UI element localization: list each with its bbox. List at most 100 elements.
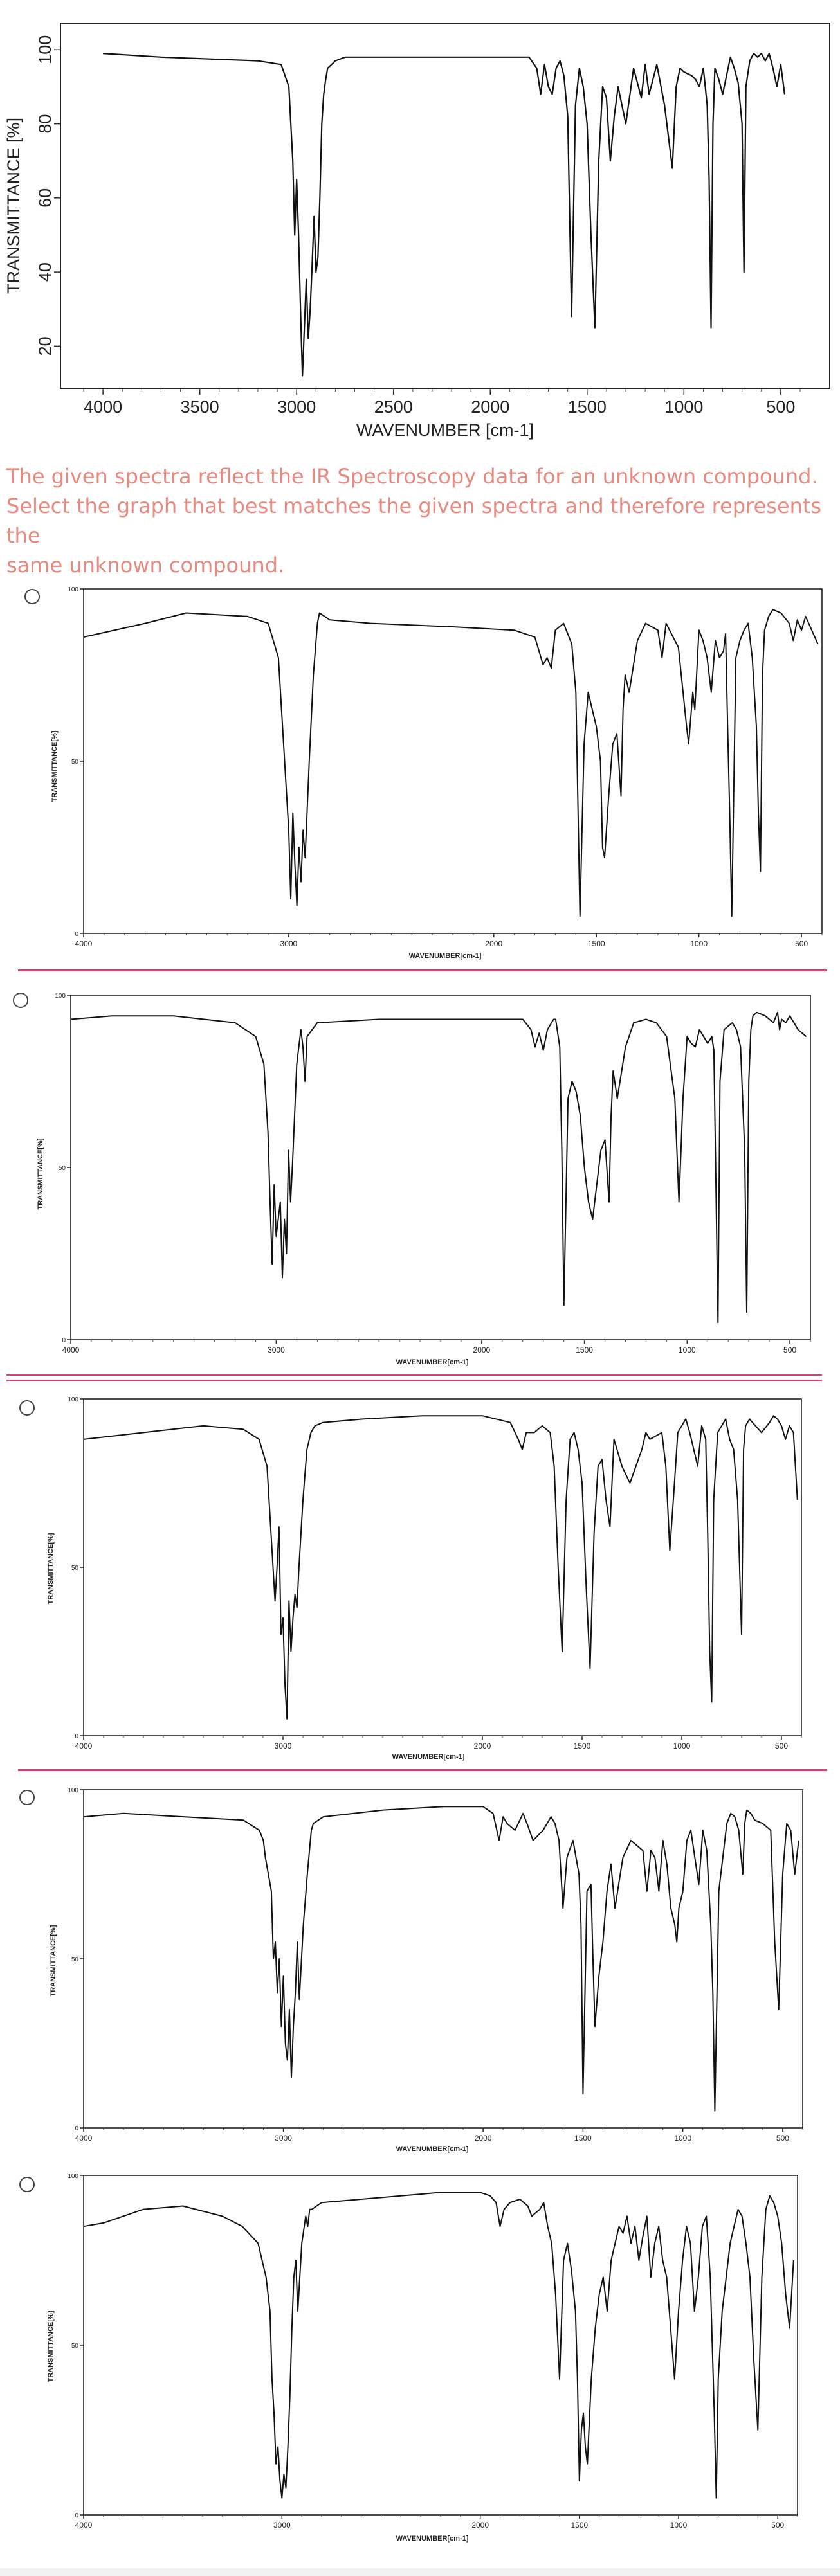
x-tick-label: 2000 [474,1742,491,1751]
y-tick-label: 100 [68,1787,78,1794]
y-tick-label: 50 [71,1565,79,1572]
x-tick-label: 4000 [62,1346,80,1355]
x-ticks: 4000 3500 3000 2500 2000 1500 1000 500 [83,388,801,417]
y-tick-label: 60 [35,188,55,208]
spectrum-line [70,1011,807,1324]
y-axis-label: TRANSMITTANCE[%] [51,730,59,802]
question-text: The given spectra reflect the IR Spectro… [6,462,836,580]
given-spectrum-chart: 4000 3500 3000 2500 2000 1500 1000 500 20 40 60 80… [4,23,830,440]
x-axis-label: WAVENUMBER [cm-1] [356,420,534,440]
x-tick-label: 1000 [673,1742,691,1751]
option-2-chart: 4000 3000 2000 1500 1000 500 0 50 100 WAVENUMBE… [37,993,811,1366]
y-ticks: 0 50 100 [68,1787,84,2132]
option-1-chart: 4000 3000 2000 1500 1000 500 0 50 100 WAVENUMBE… [51,586,823,960]
x-tick-label: 2000 [475,2134,492,2143]
x-tick-label: 2000 [473,1346,491,1355]
x-tick-label: 1000 [664,397,703,417]
y-tick-label: 40 [35,262,55,282]
y-tick-label: 0 [62,1337,66,1344]
x-tick-label: 500 [776,2134,789,2143]
spectrum-line [83,2192,794,2499]
question-line-1: The given spectra reflect the IR Spectro… [6,464,818,489]
y-tick-label: 50 [71,1956,79,1963]
spectrum-line [83,609,819,917]
plot-frame [60,23,830,389]
x-axis-label: WAVENUMBER[cm-1] [396,2535,469,2543]
option-separator [18,1769,827,1771]
spectrum-line [83,1806,799,2112]
option-separator [6,1374,822,1376]
x-tick-label: 2500 [374,397,413,417]
x-ticks: 4000 3000 2000 1500 1000 500 [75,933,823,948]
x-ticks: 4000 3000 2000 1500 1000 500 [62,1340,811,1355]
spectrum-line [83,1415,798,1720]
x-tick-label: 3000 [280,939,298,948]
y-tick-label: 50 [59,1165,66,1172]
y-axis-label: TRANSMITTANCE[%] [47,1533,55,1604]
x-tick-label: 2000 [471,2521,489,2530]
x-axis-label: WAVENUMBER[cm-1] [409,952,482,960]
y-ticks: 0 50 100 [68,586,84,938]
x-tick-label: 3000 [277,397,316,417]
option-2-radio[interactable] [13,993,28,1008]
x-tick-label: 500 [766,397,795,417]
page-footer-bar [0,2568,840,2576]
option-separator [18,969,827,971]
y-tick-label: 100 [35,35,55,64]
y-tick-label: 0 [75,931,78,938]
x-tick-label: 2000 [471,397,509,417]
x-ticks: 4000 3000 2000 1500 1000 500 [75,1736,802,1751]
x-tick-label: 4000 [75,2134,93,2143]
option-4-chart: 4000 3000 2000 1500 1000 500 0 50 100 WAVENUMBE… [50,1787,803,2153]
option-4-radio[interactable] [19,1790,35,1805]
y-tick-label: 50 [71,759,79,766]
x-tick-label: 4000 [84,397,122,417]
y-tick-label: 100 [55,993,66,1000]
x-tick-label: 1500 [571,2521,588,2530]
y-axis-label: TRANSMITTANCE[%] [47,2310,55,2382]
x-tick-label: 4000 [75,939,93,948]
y-ticks: 0 50 100 [68,2173,84,2519]
y-tick-label: 100 [68,586,78,593]
x-tick-label: 4000 [75,1742,93,1751]
y-ticks: 0 50 100 [55,993,71,1344]
y-axis-label: TRANSMITTANCE [%] [4,118,23,294]
y-axis-label: TRANSMITTANCE[%] [37,1138,44,1209]
x-ticks: 4000 3000 2000 1500 1000 500 [75,2128,803,2143]
x-ticks: 4000 3000 2000 1500 1000 500 [75,2515,798,2530]
x-tick-label: 3000 [275,1742,292,1751]
plot-frame [83,2175,798,2516]
x-tick-label: 3500 [181,397,219,417]
x-axis-label: WAVENUMBER[cm-1] [392,1753,465,1761]
y-tick-label: 0 [75,1733,78,1740]
x-axis-label: WAVENUMBER[cm-1] [396,1358,469,1366]
y-ticks: 20 40 60 80 100 [35,35,60,356]
x-tick-label: 3000 [273,2521,291,2530]
x-tick-label: 2000 [485,939,502,948]
y-tick-label: 0 [75,2125,78,2132]
x-tick-label: 3000 [275,2134,292,2143]
x-tick-label: 1500 [588,939,605,948]
x-tick-label: 500 [775,1742,788,1751]
x-tick-label: 1500 [574,2134,592,2143]
x-tick-label: 1000 [690,939,708,948]
y-ticks: 0 50 100 [68,1396,84,1740]
x-tick-label: 1500 [576,1346,593,1355]
x-tick-label: 1000 [674,2134,691,2143]
question-line-3: same unknown compound. [6,553,285,577]
option-3-chart: 4000 3000 2000 1500 1000 500 0 50 100 WAVENUMBE… [47,1396,802,1761]
x-tick-label: 1500 [568,397,607,417]
x-tick-label: 4000 [75,2521,93,2530]
option-1-radio[interactable] [24,589,40,604]
spectrum-line [103,53,785,377]
y-tick-label: 80 [35,114,55,134]
x-tick-label: 1000 [679,1346,696,1355]
option-separator [6,1380,822,1381]
y-tick-label: 20 [35,336,55,356]
x-tick-label: 3000 [268,1346,285,1355]
option-5-radio[interactable] [19,2177,35,2192]
x-tick-label: 1500 [574,1742,591,1751]
option-3-radio[interactable] [19,1400,35,1416]
x-axis-label: WAVENUMBER[cm-1] [396,2145,469,2153]
y-tick-label: 0 [75,2512,78,2519]
